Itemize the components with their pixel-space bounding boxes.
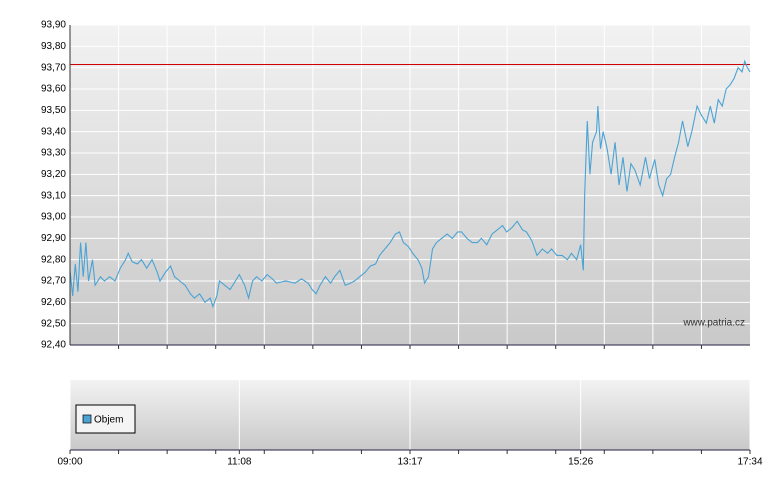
x-tick-label: 17:34 [737, 457, 762, 468]
y-tick-label: 93,00 [41, 212, 66, 223]
y-tick-label: 93,60 [41, 84, 66, 95]
y-tick-label: 93,30 [41, 148, 66, 159]
y-tick-label: 93,20 [41, 169, 66, 180]
price-line [69, 59, 751, 309]
y-tick-label: 92,80 [41, 254, 66, 265]
y-tick-label: 92,50 [41, 318, 66, 329]
y-tick-label: 92,60 [41, 297, 66, 308]
y-tick-label: 93,50 [41, 105, 66, 116]
watermark: www.patria.cz [682, 318, 745, 329]
x-tick-label: 15:26 [568, 457, 593, 468]
y-tick-label: 93,10 [41, 190, 66, 201]
x-tick-label: 13:17 [397, 457, 422, 468]
y-tick-label: 92,40 [41, 340, 66, 351]
y-tick-label: 92,70 [41, 276, 66, 287]
legend-label: Objem [94, 415, 123, 426]
y-tick-label: 93,40 [41, 126, 66, 137]
y-tick-label: 93,90 [41, 20, 66, 31]
x-tick-label: 09:00 [57, 457, 82, 468]
y-tick-label: 93,80 [41, 41, 66, 52]
x-tick-label: 11:08 [227, 457, 252, 468]
legend-swatch [82, 414, 92, 424]
y-tick-label: 92,90 [41, 233, 66, 244]
y-tick-label: 93,70 [41, 62, 66, 73]
